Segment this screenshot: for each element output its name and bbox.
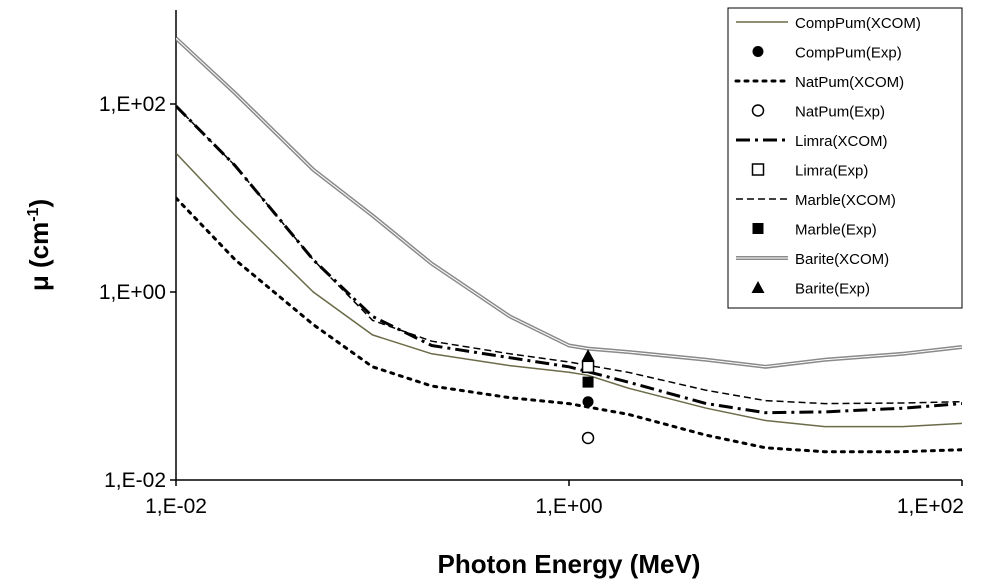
series-line-comppum-xcom <box>176 152 962 428</box>
data-point-marble-exp <box>582 376 594 388</box>
marker-layer <box>581 349 595 445</box>
legend-item-barite-xcom: Barite(XCOM) <box>736 251 889 268</box>
series-line-inner-barite-xcom <box>176 37 962 368</box>
legend-marker-swatch <box>751 281 765 293</box>
legend-marker-swatch <box>752 46 764 57</box>
data-point-natpum-exp <box>581 431 595 445</box>
legend-label: Marble(Exp) <box>795 222 877 239</box>
legend-item-limra-exp: Limra(Exp) <box>751 163 868 180</box>
data-point-barite-exp <box>581 349 595 362</box>
y-tick-label: 1,E+02 <box>99 93 166 116</box>
y-tick-layer: 1,E-02 1,E+00 1,E+02 <box>99 93 176 492</box>
series-layer <box>176 36 962 454</box>
legend-item-natpum-xcom: NatPum(XCOM) <box>734 74 904 91</box>
series-line-natpum-xcom <box>176 196 962 454</box>
data-point-limra-exp <box>581 360 595 374</box>
legend-label: Limra(XCOM) <box>795 133 888 150</box>
x-tick-label: 1,E-02 <box>145 495 207 518</box>
y-axis-title: μ (cm-1) <box>24 199 54 291</box>
x-tick-label: 1,E+00 <box>535 495 602 518</box>
legend-label: NatPum(Exp) <box>795 104 885 121</box>
legend-label: CompPum(Exp) <box>795 45 902 62</box>
y-tick-label: 1,E-02 <box>104 469 166 492</box>
y-axis-title-base: μ (cm <box>24 222 54 291</box>
legend-label: NatPum(XCOM) <box>795 74 904 91</box>
legend-item-comppum-xcom: CompPum(XCOM) <box>736 15 921 32</box>
legend-label: CompPum(XCOM) <box>795 15 921 32</box>
x-axis-title: Photon Energy (MeV) <box>438 549 701 579</box>
legend-item-marble-xcom: Marble(XCOM) <box>736 192 896 209</box>
series-line-limra-xcom <box>176 105 962 415</box>
legend-label: Barite(XCOM) <box>795 251 889 268</box>
legend-item-comppum-exp: CompPum(Exp) <box>752 45 902 62</box>
legend-label: Barite(Exp) <box>795 281 870 298</box>
x-tick-label: 1,E+02 <box>897 495 964 518</box>
y-axis-title-close: ) <box>24 199 54 208</box>
legend-label: Marble(XCOM) <box>795 192 896 209</box>
legend-item-natpum-exp: NatPum(Exp) <box>751 104 885 121</box>
series-line-marble-xcom <box>176 105 962 405</box>
data-point-comppum-exp <box>582 396 594 408</box>
y-tick-label: 1,E+00 <box>99 281 166 304</box>
y-axis-title-superscript: -1 <box>25 207 42 221</box>
x-tick-layer: 1,E-02 1,E+00 1,E+02 <box>145 480 964 518</box>
legend-label: Limra(Exp) <box>795 163 868 180</box>
legend-item-limra-xcom: Limra(XCOM) <box>736 133 888 150</box>
legend-item-barite-exp: Barite(Exp) <box>751 281 870 298</box>
legend-marker-swatch <box>751 163 765 176</box>
plot-area <box>175 10 962 481</box>
legend-marker-swatch <box>751 104 765 117</box>
legend-item-marble-exp: Marble(Exp) <box>752 222 877 239</box>
legend: CompPum(XCOM) CompPum(Exp) NatPum(XCOM) Nat… <box>727 7 963 309</box>
legend-marker-swatch <box>752 223 764 234</box>
